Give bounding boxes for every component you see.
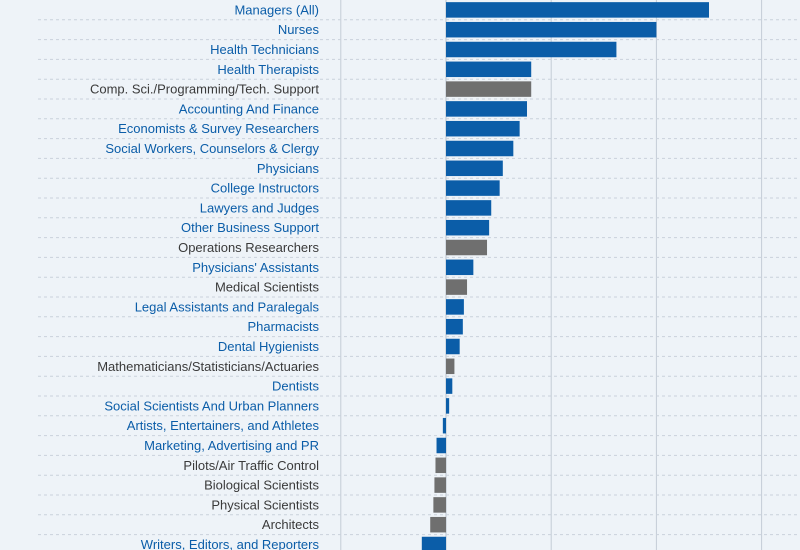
category-label: Comp. Sci./Programming/Tech. Support [90, 82, 319, 97]
category-label: Architects [262, 517, 320, 532]
bar [446, 318, 463, 335]
bar [434, 477, 446, 493]
category-label: Nurses [278, 22, 320, 37]
bar [446, 160, 503, 177]
category-label: Pilots/Air Traffic Control [183, 458, 319, 473]
category-labels: Managers (All) Nurses Health Technicians He… [90, 2, 320, 550]
category-label: Lawyers and Judges [200, 200, 320, 215]
bar [446, 299, 464, 315]
category-label: Legal Assistants and Paralegals [135, 299, 320, 314]
bar [446, 120, 520, 137]
category-label: Other Business Support [181, 220, 319, 235]
bar [446, 398, 450, 414]
bar [446, 41, 617, 58]
bar [446, 2, 709, 18]
bar [446, 259, 474, 276]
bars [421, 2, 709, 550]
category-label: Managers (All) [234, 2, 319, 17]
category-label: Biological Scientists [204, 478, 319, 493]
bar [446, 358, 455, 375]
category-label: Writers, Editors, and Reporters [141, 537, 320, 550]
category-label: Medical Scientists [215, 280, 320, 295]
bar [446, 21, 657, 38]
bar [446, 101, 528, 117]
category-label: Health Technicians [210, 42, 319, 57]
category-label: Marketing, Advertising and PR [144, 438, 319, 453]
category-label: College Instructors [211, 181, 320, 196]
bar [446, 81, 532, 97]
category-label: Economists & Survey Researchers [118, 121, 319, 136]
category-label: Accounting And Finance [179, 101, 319, 116]
bar [446, 219, 490, 236]
category-label: Social Scientists And Urban Planners [104, 398, 319, 413]
bar [446, 279, 468, 295]
bar [435, 457, 446, 474]
bar [430, 516, 446, 533]
category-label: Physicians [257, 161, 320, 176]
row-separators [38, 19, 800, 536]
bar [446, 378, 453, 394]
category-label: Dentists [272, 379, 319, 394]
category-label: Physicians' Assistants [192, 260, 319, 275]
bar [446, 140, 514, 157]
bar [442, 417, 446, 434]
category-label: Artists, Entertainers, and Athletes [127, 418, 320, 433]
bar [421, 536, 446, 550]
category-label: Health Therapists [217, 62, 319, 77]
bar [446, 338, 460, 355]
category-label: Physical Scientists [211, 497, 319, 512]
bar [436, 437, 446, 454]
category-label: Pharmacists [247, 319, 319, 334]
bar [446, 239, 488, 256]
bar [446, 180, 500, 196]
bar [446, 200, 492, 216]
category-label: Social Workers, Counselors & Clergy [105, 141, 319, 156]
category-label: Dental Hygienists [218, 339, 320, 354]
category-label: Mathematicians/Statisticians/Actuaries [97, 359, 319, 374]
category-label: Operations Researchers [178, 240, 319, 255]
bar [433, 497, 446, 513]
bar [446, 61, 532, 78]
